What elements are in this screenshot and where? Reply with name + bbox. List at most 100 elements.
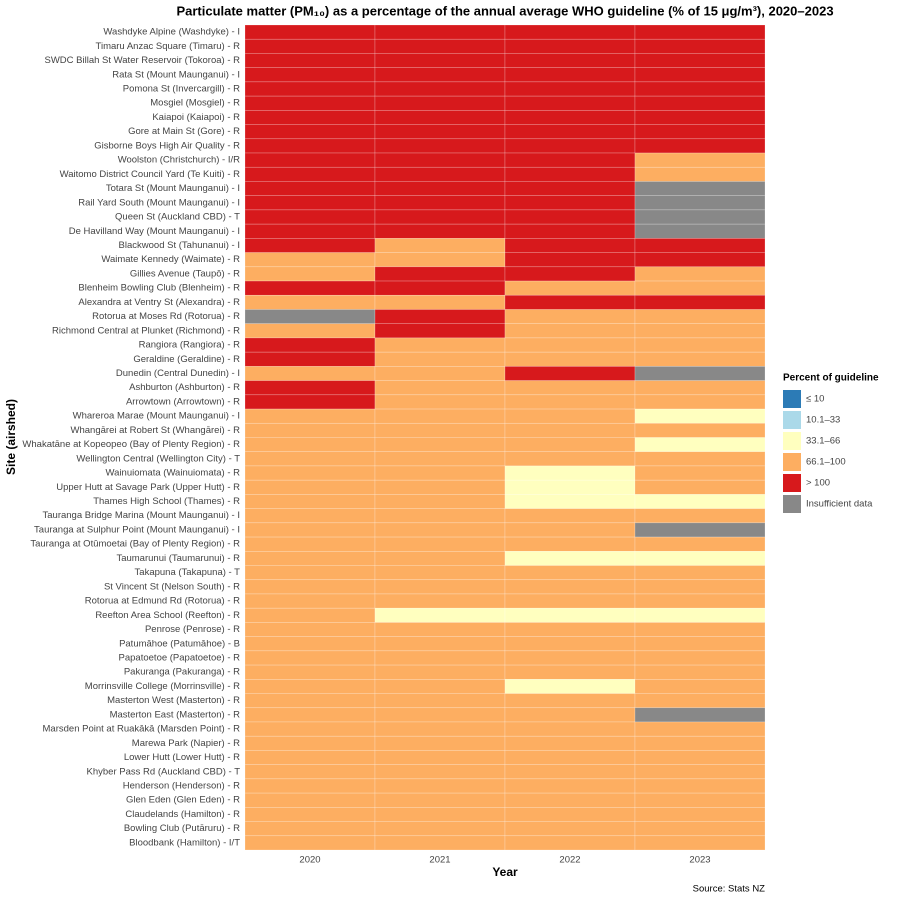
heatmap-cell	[244, 124, 376, 140]
y-tick-label: Whangārei at Robert St (Whangārei) - R	[71, 425, 241, 436]
heatmap-cell	[244, 266, 376, 282]
heatmap-cell	[374, 95, 506, 111]
heatmap-cell	[244, 792, 376, 808]
heatmap-cell	[374, 337, 506, 353]
heatmap-cell	[504, 693, 636, 709]
heatmap-cell	[244, 707, 376, 723]
y-tick-label: Tauranga at Otūmoetai (Bay of Plenty Reg…	[30, 539, 240, 550]
y-tick-label: Timaru Anzac Square (Timaru) - R	[96, 41, 241, 52]
heatmap-cell	[504, 650, 636, 666]
heatmap-cell	[634, 380, 766, 396]
heatmap-cell	[634, 607, 766, 623]
y-tick-label: Richmond Central at Plunket (Richmond) -…	[52, 325, 240, 336]
y-tick-label: Khyber Pass Rd (Auckland CBD) - T	[87, 766, 241, 777]
heatmap-cell	[244, 835, 376, 851]
heatmap-cell	[634, 465, 766, 481]
x-tick-label: 2021	[429, 855, 450, 866]
heatmap-cell	[634, 437, 766, 453]
y-tick-label: Henderson (Henderson) - R	[123, 781, 240, 792]
heatmap-cell	[244, 323, 376, 339]
heatmap-cell	[374, 522, 506, 538]
heatmap-cell	[504, 607, 636, 623]
y-tick-label: Masterton West (Masterton) - R	[107, 695, 240, 706]
y-tick-label: St Vincent St (Nelson South) - R	[104, 581, 240, 592]
y-tick-label: Rail Yard South (Mount Maunganui) - I	[78, 197, 240, 208]
heatmap-cell	[504, 750, 636, 765]
heatmap-cell	[374, 81, 506, 97]
heatmap-cell	[504, 223, 636, 239]
heatmap-cell	[504, 351, 636, 367]
y-tick-label: Kaiapoi (Kaiapoi) - R	[152, 112, 240, 123]
y-tick-label: Claudelands (Hamilton) - R	[125, 809, 240, 820]
heatmap-cell	[634, 252, 766, 268]
heatmap-cell	[374, 778, 506, 794]
heatmap-cell	[634, 351, 766, 367]
heatmap-cell	[244, 807, 376, 822]
heatmap-cell	[504, 266, 636, 282]
heatmap-cell	[634, 24, 766, 40]
heatmap-cell	[244, 238, 376, 253]
heatmap-cell	[634, 550, 766, 566]
y-tick-label: Woolston (Christchurch) - I/R	[118, 155, 240, 166]
heatmap-cell	[634, 337, 766, 353]
heatmap-cell	[244, 764, 376, 780]
heatmap-cell	[244, 750, 376, 765]
heatmap-cell	[374, 807, 506, 822]
heatmap-cell	[244, 622, 376, 637]
y-tick-label: Rotorua at Moses Rd (Rotorua) - R	[92, 311, 240, 322]
chart-title: Particulate matter (PM₁₀) as a percentag…	[176, 3, 833, 18]
heatmap-cell	[634, 451, 766, 467]
y-tick-label: Takapuna (Takapuna) - T	[135, 567, 241, 578]
heatmap-cell	[374, 821, 506, 837]
heatmap-cell	[244, 351, 376, 367]
heatmap-cell	[244, 679, 376, 694]
legend-swatch	[783, 474, 801, 492]
heatmap-cell	[634, 294, 766, 310]
heatmap-cell	[244, 380, 376, 396]
heatmap-cell	[634, 223, 766, 239]
heatmap-cell	[634, 366, 766, 381]
heatmap-cell	[634, 280, 766, 296]
y-tick-label: Rangiora (Rangiora) - R	[139, 340, 241, 351]
heatmap-cell	[374, 636, 506, 652]
y-tick-label: Penrose (Penrose) - R	[145, 624, 240, 635]
y-tick-label: Wellington Central (Wellington City) - T	[76, 453, 240, 464]
legend-swatch	[783, 495, 801, 513]
heatmap-cell	[504, 309, 636, 325]
heatmap-cell	[244, 650, 376, 666]
heatmap-cell	[634, 522, 766, 538]
heatmap-cell	[374, 579, 506, 595]
y-tick-label: Masterton East (Masterton) - R	[110, 709, 241, 720]
heatmap-cell	[244, 166, 376, 182]
heatmap-cell	[634, 650, 766, 666]
heatmap-cell	[504, 622, 636, 637]
heatmap-cell	[374, 223, 506, 239]
heatmap-cell	[374, 266, 506, 282]
heatmap-cell	[504, 53, 636, 68]
y-tick-label: Rata St (Mount Maunganui) - I	[112, 69, 240, 80]
heatmap-cell	[374, 607, 506, 623]
heatmap-cell	[634, 679, 766, 694]
heatmap-cell	[504, 252, 636, 268]
heatmap-cell	[504, 735, 636, 751]
heatmap-cell	[504, 294, 636, 310]
heatmap-cell	[244, 95, 376, 111]
heatmap-cell	[374, 124, 506, 140]
y-tick-label: Lower Hutt (Lower Hutt) - R	[124, 752, 240, 763]
heatmap-cell	[374, 721, 506, 737]
y-tick-label: De Havilland Way (Mount Maunganui) - I	[69, 226, 240, 237]
heatmap-cell	[244, 693, 376, 709]
y-tick-label: SWDC Billah St Water Reservoir (Tokoroa)…	[45, 55, 241, 66]
heatmap-cell	[634, 53, 766, 68]
heatmap-cell	[374, 280, 506, 296]
heatmap-cell	[374, 24, 506, 40]
y-tick-label: Bowling Club (Putāruru) - R	[124, 823, 240, 834]
heatmap-cell	[244, 522, 376, 538]
legend-label: 66.1–100	[806, 457, 846, 468]
y-tick-label: Rotorua at Edmund Rd (Rotorua) - R	[85, 596, 240, 607]
y-tick-label: Marewa Park (Napier) - R	[132, 738, 240, 749]
y-tick-label: Arrowtown (Arrowtown) - R	[126, 396, 240, 407]
heatmap-cell	[244, 508, 376, 524]
heatmap-cell	[504, 380, 636, 396]
heatmap-cell	[634, 664, 766, 680]
